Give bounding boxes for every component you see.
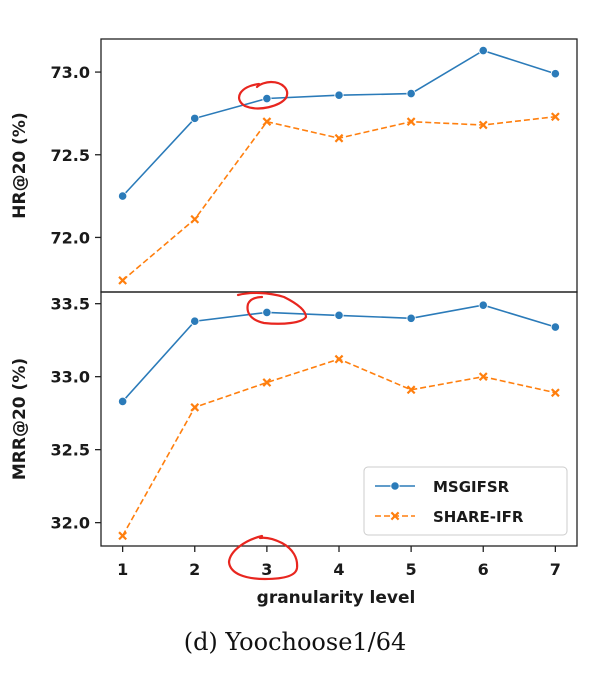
mrr-series-point-0 (406, 313, 416, 323)
legend: MSGIFSR SHARE-IFR (363, 466, 568, 536)
hr-series-point-1 (190, 214, 200, 224)
hr-ytick-label: 73.0 (51, 63, 90, 82)
xtick-label: 5 (406, 560, 417, 579)
hr-ytick-label: 72.0 (51, 228, 90, 247)
mrr-ytick-label: 32.0 (51, 514, 90, 533)
hr-series-point-0 (406, 88, 416, 99)
mrr-series-point-1 (478, 372, 488, 382)
hr-ytick-label: 72.5 (51, 146, 90, 165)
mrr-series-point-1 (118, 531, 128, 541)
xtick-label: 4 (333, 560, 344, 579)
mrr-series-point-0 (262, 307, 272, 318)
hr-series-point-0 (190, 113, 200, 123)
hr-series-point-0 (334, 90, 344, 100)
legend-marker-0 (390, 481, 400, 491)
hr-series-point-1 (550, 112, 560, 122)
legend-label-0: MSGIFSR (433, 478, 510, 496)
xtick-label: 3 (261, 560, 272, 579)
mrr-panel: 32.0 32.5 33.0 33.5 MRR@20 (%) 1 2 3 4 5 6 7 granula… (10, 291, 578, 608)
hr-series-line-0 (122, 49, 556, 197)
hand-drawn-annotations (227, 80, 308, 581)
mrr-series-point-1 (334, 354, 344, 364)
scribble-circle-middle (236, 291, 308, 325)
scribble-circle-top (238, 80, 289, 110)
xlabel: granularity level (257, 588, 416, 608)
hr-series-point-1 (118, 276, 128, 285)
mrr-series-point-0 (478, 300, 488, 310)
xtick-label: 2 (189, 560, 200, 579)
figure-caption: (d) Yoochoose1/64 (183, 628, 407, 656)
xtick-label: 1 (117, 560, 128, 579)
hr-series-point-0 (478, 45, 488, 56)
hr-axes-frame (100, 38, 578, 293)
mrr-ylabel: MRR@20 (%) (10, 358, 30, 480)
scribble-circle-bottom (227, 534, 299, 581)
legend-box (363, 466, 568, 536)
mrr-series-point-1 (406, 385, 416, 395)
hr-series-line-1 (122, 115, 556, 282)
xtick-label: 7 (550, 560, 561, 579)
legend-marker-1 (390, 511, 400, 521)
mrr-series-point-0 (190, 316, 200, 326)
mrr-series-point-1 (262, 378, 272, 387)
mrr-ytick-label: 33.5 (51, 295, 90, 314)
mrr-series-point-1 (550, 388, 560, 398)
mrr-series-point-0 (118, 396, 128, 407)
hr-panel: 72.0 72.5 73.0 HR@20 (%) (10, 38, 578, 293)
xtick-label: 6 (478, 560, 489, 579)
mrr-series-point-0 (550, 322, 560, 332)
mrr-series-point-1 (190, 402, 200, 412)
hr-series-point-1 (478, 120, 488, 130)
hr-series-point-1 (406, 117, 416, 127)
hr-series-point-0 (262, 93, 272, 104)
hr-series-point-1 (262, 117, 272, 127)
hr-series-point-1 (334, 133, 344, 143)
hr-ylabel: HR@20 (%) (10, 112, 30, 218)
legend-label-1: SHARE-IFR (433, 508, 524, 526)
mrr-ytick-label: 33.0 (51, 368, 90, 387)
mrr-ytick-label: 32.5 (51, 441, 90, 460)
hr-series-point-0 (118, 191, 128, 201)
hr-series-point-0 (550, 69, 560, 79)
mrr-series-point-0 (334, 310, 344, 320)
